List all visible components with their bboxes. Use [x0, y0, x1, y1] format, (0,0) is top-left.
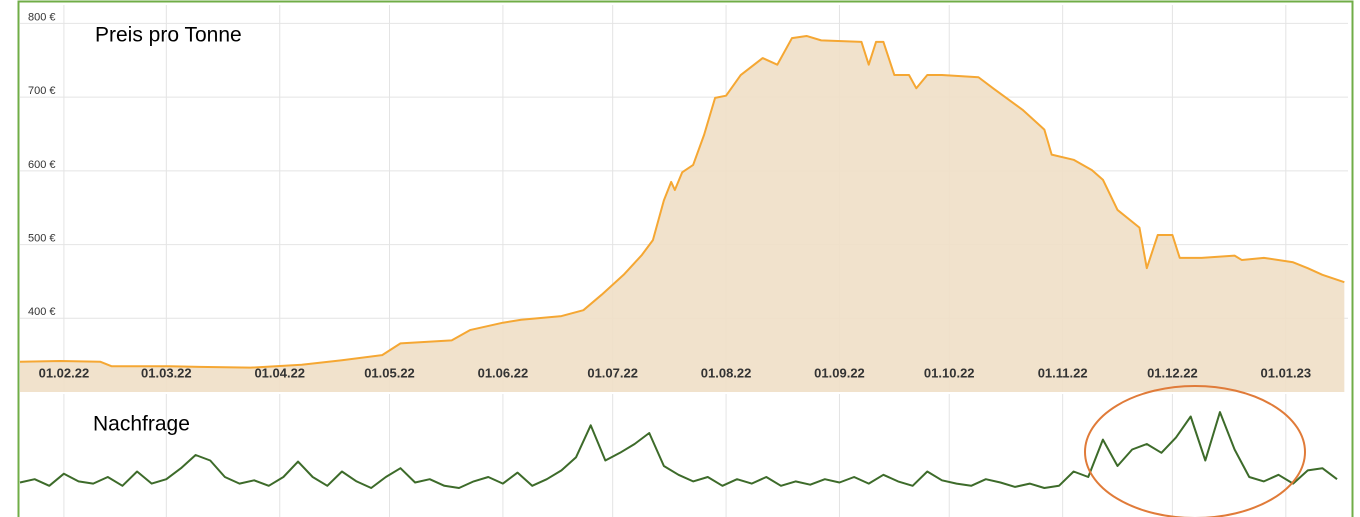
x-tick-label: 01.01.23: [1261, 365, 1312, 380]
area-fill: [20, 35, 1345, 393]
x-tick-label: 01.03.22: [141, 365, 192, 380]
x-tick-label: 01.04.22: [254, 365, 305, 380]
y-tick-label: 400 €: [28, 306, 56, 318]
highlight-ellipse: [1084, 385, 1306, 517]
marks: [19, 34, 1345, 489]
labels: 400 € 500 € 600 € 700 € 800 € 01.02.22 01.03.2…: [28, 11, 1311, 380]
y-tick-label: 700 €: [28, 85, 56, 97]
x-tick-label: 01.06.22: [478, 365, 529, 380]
x-tick-label: 01.05.22: [364, 365, 415, 380]
chart-title: Preis pro Tonne: [95, 24, 242, 47]
y-tick-label: 600 €: [28, 159, 56, 171]
x-tick-label: 01.10.22: [924, 365, 975, 380]
line: [19, 411, 1338, 489]
chart-title: Nachfrage: [93, 413, 190, 436]
y-tick-label: 800 €: [28, 11, 56, 23]
frame: [17, 0, 1354, 517]
line: [19, 34, 1345, 369]
x-tick-label: 01.12.22: [1147, 365, 1198, 380]
x-tick-label: 01.09.22: [814, 365, 865, 380]
x-tick-label: 01.11.22: [1038, 365, 1088, 380]
x-tick-label: 01.08.22: [701, 365, 752, 380]
y-tick-label: 500 €: [28, 232, 56, 244]
x-tick-label: 01.02.22: [39, 365, 90, 380]
x-tick-label: 01.07.22: [587, 365, 638, 380]
